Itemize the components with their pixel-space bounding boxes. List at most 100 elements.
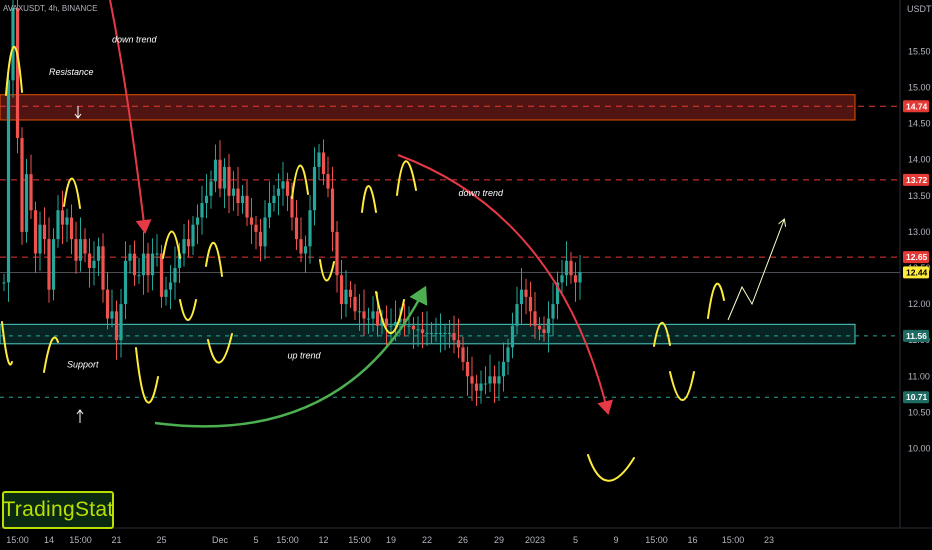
- candle-body[interactable]: [213, 159, 218, 182]
- candle-body[interactable]: [303, 246, 308, 254]
- candle-body[interactable]: [186, 239, 191, 247]
- candle-body[interactable]: [501, 361, 506, 377]
- candle-body[interactable]: [20, 138, 24, 232]
- candle-body[interactable]: [177, 253, 182, 268]
- candle-body[interactable]: [564, 260, 569, 276]
- candle-body[interactable]: [515, 304, 519, 326]
- candle-body[interactable]: [119, 304, 123, 341]
- candle-body[interactable]: [456, 340, 461, 348]
- candle-body[interactable]: [317, 152, 321, 167]
- candle-body[interactable]: [263, 217, 267, 247]
- chart-annotation[interactable]: Support: [67, 360, 99, 370]
- candle-body[interactable]: [164, 289, 168, 297]
- candle-body[interactable]: [411, 325, 416, 330]
- candle-body[interactable]: [416, 329, 420, 331]
- candle-body[interactable]: [299, 239, 303, 254]
- candle-body[interactable]: [65, 217, 69, 225]
- candle-body[interactable]: [290, 195, 294, 218]
- candle-body[interactable]: [551, 304, 555, 319]
- candle-body[interactable]: [578, 272, 582, 283]
- candle-body[interactable]: [15, 8, 20, 139]
- candle-body[interactable]: [101, 246, 105, 290]
- candle-body[interactable]: [155, 253, 159, 255]
- candle-body[interactable]: [128, 253, 132, 261]
- candle-body[interactable]: [96, 246, 101, 261]
- candle-body[interactable]: [38, 224, 42, 254]
- candle-body[interactable]: [344, 289, 348, 305]
- candle-body[interactable]: [429, 332, 434, 334]
- candle-body[interactable]: [375, 311, 380, 326]
- candle-body[interactable]: [69, 217, 74, 240]
- candle-body[interactable]: [384, 318, 389, 326]
- candle-body[interactable]: [407, 325, 411, 327]
- candle-body[interactable]: [123, 260, 128, 305]
- candle-body[interactable]: [249, 217, 254, 225]
- candle-body[interactable]: [452, 332, 456, 341]
- resistance-zone[interactable]: [0, 94, 856, 121]
- candle-body[interactable]: [461, 347, 465, 362]
- candle-body[interactable]: [33, 210, 38, 254]
- candle-body[interactable]: [2, 282, 6, 284]
- candle-body[interactable]: [92, 260, 96, 268]
- candle-body[interactable]: [78, 239, 83, 261]
- candle-body[interactable]: [569, 260, 573, 276]
- candle-body[interactable]: [524, 289, 528, 297]
- candle-body[interactable]: [326, 174, 330, 189]
- candle-body[interactable]: [537, 325, 542, 330]
- candle-body[interactable]: [141, 253, 146, 276]
- candle-body[interactable]: [272, 195, 276, 204]
- candle-body[interactable]: [542, 329, 546, 333]
- candle-body[interactable]: [240, 195, 245, 204]
- candle-body[interactable]: [560, 275, 564, 283]
- candle-body[interactable]: [11, 8, 15, 81]
- candle-body[interactable]: [465, 361, 470, 377]
- candle-body[interactable]: [285, 181, 290, 196]
- candle-body[interactable]: [182, 239, 186, 254]
- candle-body[interactable]: [294, 217, 299, 240]
- candle-body[interactable]: [312, 166, 317, 211]
- candle-body[interactable]: [447, 332, 452, 334]
- candle-body[interactable]: [470, 376, 474, 384]
- candle-body[interactable]: [308, 210, 312, 247]
- candle-body[interactable]: [114, 311, 119, 341]
- candle-body[interactable]: [353, 296, 357, 312]
- candle-body[interactable]: [281, 181, 285, 189]
- candle-body[interactable]: [168, 282, 173, 290]
- candle-body[interactable]: [497, 376, 501, 384]
- chart-annotation[interactable]: Resistance: [49, 67, 94, 77]
- chart-annotation[interactable]: down trend: [459, 188, 505, 198]
- candle-body[interactable]: [483, 383, 488, 385]
- chart-annotation[interactable]: up trend: [288, 350, 322, 360]
- candle-body[interactable]: [339, 275, 344, 305]
- candle-body[interactable]: [425, 332, 429, 334]
- candle-body[interactable]: [519, 289, 524, 305]
- candle-body[interactable]: [150, 253, 155, 276]
- candle-body[interactable]: [393, 322, 398, 326]
- candle-body[interactable]: [195, 217, 200, 225]
- candle-body[interactable]: [6, 80, 11, 283]
- candle-body[interactable]: [29, 174, 33, 211]
- candle-body[interactable]: [159, 253, 164, 297]
- candle-body[interactable]: [218, 159, 222, 189]
- candle-body[interactable]: [573, 275, 578, 283]
- candle-body[interactable]: [209, 181, 213, 196]
- chart-annotation[interactable]: down trend: [112, 35, 158, 45]
- candle-body[interactable]: [42, 224, 47, 240]
- candle-body[interactable]: [254, 224, 258, 232]
- candle-body[interactable]: [83, 239, 87, 254]
- candle-body[interactable]: [191, 224, 195, 247]
- candle-body[interactable]: [56, 210, 60, 240]
- candle-body[interactable]: [479, 383, 483, 391]
- candle-body[interactable]: [371, 311, 375, 319]
- candle-body[interactable]: [137, 275, 141, 277]
- candle-body[interactable]: [60, 210, 65, 225]
- candle-body[interactable]: [335, 231, 339, 276]
- candle-body[interactable]: [173, 268, 177, 283]
- candle-body[interactable]: [87, 253, 92, 268]
- candle-body[interactable]: [438, 332, 443, 334]
- candle-body[interactable]: [443, 332, 447, 334]
- candle-body[interactable]: [321, 152, 326, 175]
- candle-body[interactable]: [110, 311, 114, 319]
- candle-body[interactable]: [47, 239, 51, 290]
- candle-body[interactable]: [330, 188, 335, 232]
